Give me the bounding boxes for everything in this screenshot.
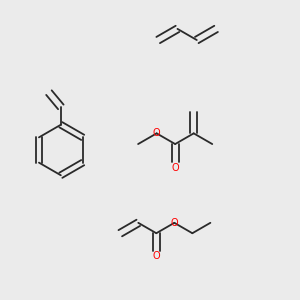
Text: O: O xyxy=(152,251,160,261)
Text: O: O xyxy=(153,128,160,138)
Text: O: O xyxy=(171,163,179,172)
Text: O: O xyxy=(170,218,178,228)
